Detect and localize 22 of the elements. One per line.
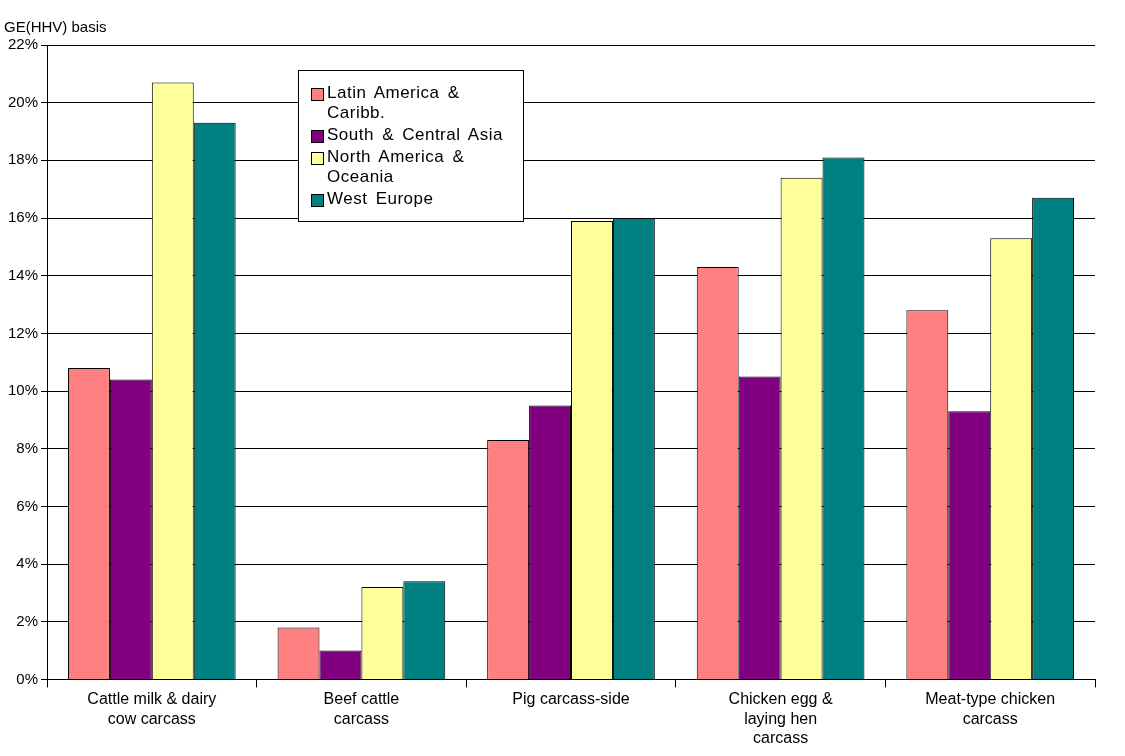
x-tick-label: Cattle milk & dairy cow carcass <box>87 690 217 727</box>
x-tick-label: Pig carcass-side <box>512 690 630 708</box>
x-tick-label: Chicken egg & laying hen carcass <box>728 690 833 746</box>
legend-label: Latin America & Caribb. <box>327 83 461 123</box>
y-tick-label: 14% <box>7 265 39 283</box>
legend-label: North America & Oceania <box>327 147 466 187</box>
y-axis-title: GE(HHV) basis <box>4 18 107 35</box>
y-tick-label: 18% <box>7 150 39 168</box>
x-tick-label: Beef cattle carcass <box>323 690 400 727</box>
y-tick-label: 16% <box>7 208 39 226</box>
x-tick-label: Meat-type chicken carcass <box>925 690 1056 727</box>
legend-label: South & Central Asia <box>327 125 503 145</box>
legend-label: West Europe <box>327 189 434 209</box>
y-tick-label: 2% <box>16 611 39 629</box>
y-tick-label: 20% <box>7 92 39 110</box>
y-tick-label: 10% <box>7 381 39 399</box>
y-tick-label: 22% <box>7 35 39 53</box>
y-tick-label: 4% <box>16 554 39 572</box>
y-tick-label: 6% <box>16 496 39 514</box>
y-tick-label: 0% <box>16 669 39 687</box>
y-tick-label: 12% <box>7 323 39 341</box>
y-tick-label: 8% <box>16 438 39 456</box>
